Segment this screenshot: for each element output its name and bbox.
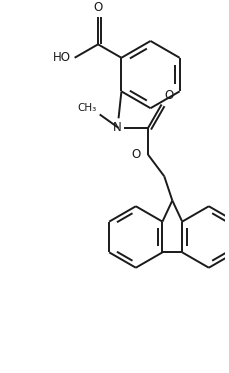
Text: O: O — [164, 89, 173, 101]
Text: O: O — [131, 148, 140, 161]
Text: N: N — [113, 121, 121, 134]
Text: O: O — [93, 1, 102, 13]
Text: HO: HO — [53, 51, 71, 64]
Text: CH₃: CH₃ — [77, 103, 96, 113]
